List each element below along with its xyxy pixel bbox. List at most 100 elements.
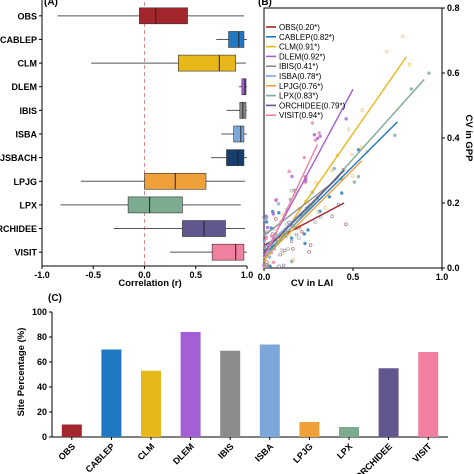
category-label: OBS: [56, 441, 77, 462]
bar: [101, 349, 122, 437]
scatter-point: [271, 212, 276, 216]
box: [226, 149, 245, 166]
scatter-point: [346, 127, 351, 131]
bar: [378, 368, 399, 437]
category-label: LPX: [335, 441, 354, 460]
panel-a-xlabel: Correlation (r): [118, 278, 181, 289]
scatter-point: [323, 206, 327, 210]
y-tick-label: 0.2: [447, 198, 460, 208]
y-tick-label: 0.8: [447, 3, 460, 13]
box: [211, 243, 245, 261]
scatter-point: [393, 133, 397, 137]
x-tick-label: 0.5: [189, 270, 202, 280]
panel-b-scatter: CV in LAI CV in GPP 0.0 0.5 1.00.00.20.40.…: [258, 3, 474, 289]
scatter-point: [310, 121, 315, 125]
scatter-point: [344, 222, 348, 226]
scatter-point: [274, 217, 278, 221]
panel-b-label: (B): [258, 0, 272, 8]
y-tick-label: 60: [37, 357, 47, 367]
category-label: LPJG: [13, 177, 37, 187]
scatter-point: [267, 255, 272, 259]
scatter-point: [303, 241, 307, 246]
category-label: CLM: [18, 59, 38, 69]
x-tick-label: 0.0: [258, 272, 271, 282]
scatter-point: [332, 166, 336, 171]
y-tick-label: 20: [37, 407, 47, 417]
box: [178, 54, 237, 72]
category-label: VISIT: [14, 248, 37, 258]
scatter-point: [290, 259, 294, 264]
scatter-point: [290, 174, 294, 179]
category-label: IBIS: [19, 106, 37, 116]
panel-a-boxplot: Correlation (r) -1.0 -0.5 0.0 0.5 1.0 OBS CABL…: [0, 0, 253, 289]
scatter-point: [265, 225, 270, 230]
scatter-point: [340, 191, 344, 195]
scatter-point: [265, 260, 269, 264]
box: [241, 78, 247, 96]
box: [139, 7, 188, 25]
scatter-point: [286, 247, 290, 251]
scatter-point: [297, 236, 301, 240]
panel-b-xlabel: CV in LAI: [291, 278, 333, 289]
scatter-point: [427, 71, 431, 75]
scatter-point: [289, 236, 294, 240]
legend-entry: IBIS(0.41*): [279, 62, 318, 71]
x-tick-label: 1.0: [241, 270, 254, 280]
scatter-point: [276, 202, 281, 206]
category-label: CABLEP: [84, 441, 117, 474]
scatter-point: [294, 232, 299, 237]
bar: [339, 427, 359, 437]
legend-entry: CLM(0.91*): [279, 43, 320, 52]
scatter-point: [262, 239, 266, 243]
legend-entry: DLEM(0.92*): [279, 52, 326, 61]
scatter-point: [302, 232, 306, 236]
box: [228, 31, 245, 48]
scatter-point: [384, 49, 389, 54]
x-tick-label: 1.0: [436, 272, 449, 282]
panel-c-label: (C): [48, 293, 62, 304]
scatter-point: [312, 133, 317, 137]
panel-a-label: (A): [44, 0, 58, 8]
scatter-point: [401, 34, 405, 38]
legend-entry: OBS(0.20*): [279, 23, 320, 32]
scatter-point: [265, 215, 269, 220]
scatter-point: [277, 211, 281, 215]
scatter-point: [315, 136, 320, 140]
scatter-point: [269, 234, 274, 238]
scatter-point: [263, 218, 268, 222]
y-tick-label: 0.0: [447, 263, 460, 273]
fit-line: [263, 170, 345, 253]
scatter-point: [356, 148, 361, 152]
legend-entry: LPX(0.83*): [279, 92, 318, 101]
scatter-point: [317, 131, 321, 135]
legend-entry: VISIT(0.94*): [279, 111, 323, 120]
category-label: ORCHIDEE: [353, 441, 394, 474]
scatter-point: [263, 264, 267, 269]
category-label: VISIT: [411, 441, 434, 464]
scatter-point: [316, 210, 321, 214]
category-label: DLEM: [12, 82, 38, 92]
scatter-point: [352, 180, 357, 184]
scatter-point: [291, 247, 295, 251]
scatter-point: [307, 250, 311, 254]
scatter-point: [356, 174, 361, 179]
panel-c-ylabel: Site Percentage (%): [16, 328, 27, 417]
scatter-point: [407, 63, 412, 67]
category-label: DLEM: [171, 441, 196, 466]
y-tick-label: 80: [37, 332, 47, 342]
legend-entry: CABLEP(0.82*): [279, 33, 335, 42]
y-tick-label: 100: [32, 307, 47, 317]
scatter-point: [279, 248, 284, 252]
scatter-point: [278, 252, 282, 257]
panel-b-ylabel: CV in GPP: [463, 115, 474, 163]
x-tick-label: 0.0: [138, 270, 151, 280]
category-label: ISBA: [15, 130, 37, 140]
scatter-point: [281, 263, 286, 268]
y-tick-label: 0: [42, 432, 47, 442]
scatter-point: [289, 188, 294, 193]
category-label: CABLEP: [0, 35, 37, 45]
scatter-point: [360, 108, 365, 112]
scatter-point: [300, 229, 304, 234]
x-tick-label: 0.5: [347, 272, 360, 282]
bar: [141, 370, 161, 437]
